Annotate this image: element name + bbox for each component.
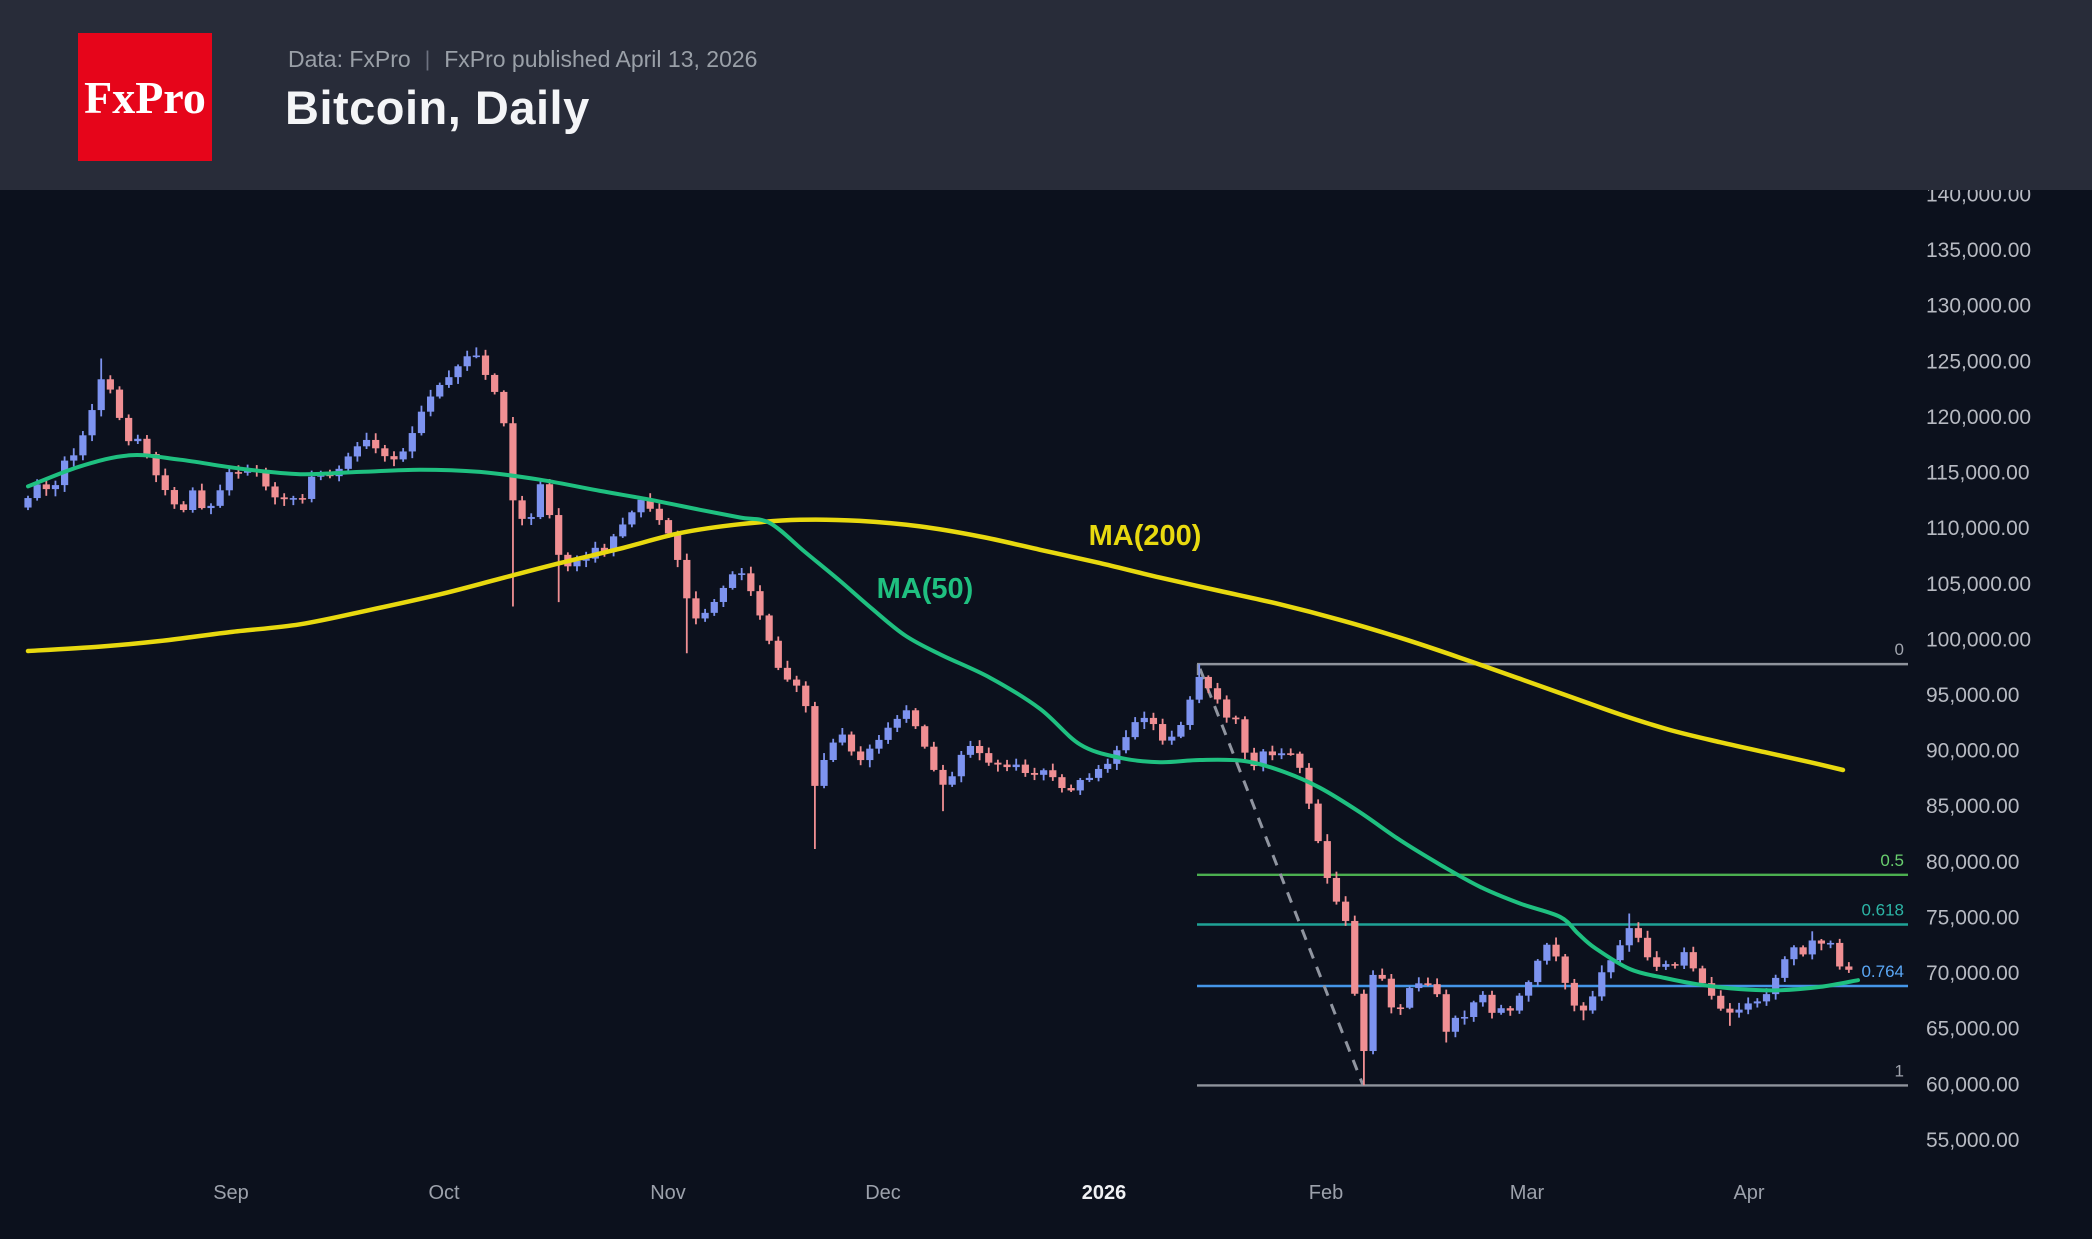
fib-label: 1 <box>1895 1061 1904 1080</box>
y-axis-label: 85,000.00 <box>1926 795 2019 818</box>
y-axis-label: 65,000.00 <box>1926 1018 2019 1041</box>
candles <box>24 347 1853 1086</box>
x-axis-label: Feb <box>1309 1182 1343 1204</box>
trendline-dashed <box>1198 668 1365 1086</box>
y-axis-label: 120,000.00 <box>1926 406 2031 429</box>
fibonacci-levels <box>1196 662 1908 1087</box>
y-axis-label: 90,000.00 <box>1926 740 2019 763</box>
x-axis-label: 2026 <box>1082 1182 1127 1204</box>
y-axis-label: 105,000.00 <box>1926 573 2031 596</box>
ma-label: MA(50) <box>877 573 974 605</box>
y-axis-label: 60,000.00 <box>1926 1073 2019 1096</box>
x-axis-label: Apr <box>1733 1182 1764 1204</box>
ma-line-ma200: MA(200) <box>25 517 1846 773</box>
fxpro-logo-text: FxPro <box>84 71 206 123</box>
y-axis-label: 130,000.00 <box>1926 295 2031 318</box>
y-axis-label: 135,000.00 <box>1926 239 2031 262</box>
y-axis-label: 95,000.00 <box>1926 684 2019 707</box>
ma-label: MA(200) <box>1089 520 1202 552</box>
published-label: FxPro published April 13, 2026 <box>444 46 758 72</box>
y-axis-label: 100,000.00 <box>1926 628 2031 651</box>
price-chart[interactable]: MA(200) MA(50) 0 0.5 0.618 0.764 1 140,000.00 13… <box>0 184 2092 1234</box>
fib-label: 0 <box>1895 640 1904 659</box>
y-axis-label: 75,000.00 <box>1926 906 2019 929</box>
fib-label: 0.618 <box>1861 901 1904 920</box>
x-axis-label: Sep <box>213 1182 249 1204</box>
header-bar: FxPro Data: FxPro | FxPro published Apri… <box>0 0 2092 190</box>
y-axis-label: 80,000.00 <box>1926 851 2019 874</box>
y-axis-label: 125,000.00 <box>1926 350 2031 373</box>
data-source-label: Data: FxPro <box>288 46 411 72</box>
x-axis-label: Mar <box>1510 1182 1545 1204</box>
meta-separator: | <box>424 47 431 71</box>
chart-meta: Data: FxPro | FxPro published April 13, … <box>288 46 757 73</box>
y-axis-labels: 140,000.00 135,000.00 130,000.00 125,000.00… <box>1926 184 2031 1152</box>
fibonacci-labels: 0 0.5 0.618 0.764 1 <box>1861 640 1904 1080</box>
x-axis-labels: Sep Oct Nov Dec 2026 Feb Mar Apr <box>213 1182 1765 1204</box>
x-axis-label: Dec <box>865 1182 901 1204</box>
y-axis-label: 140,000.00 <box>1926 190 2031 207</box>
x-axis-label: Nov <box>650 1182 686 1204</box>
y-axis-label: 55,000.00 <box>1926 1129 2019 1152</box>
fxpro-logo: FxPro <box>78 33 212 161</box>
ma-line-ma50: MA(50) <box>26 453 1860 993</box>
x-axis-label: Oct <box>428 1182 460 1204</box>
fib-label: 0.764 <box>1861 962 1904 981</box>
fib-label: 0.5 <box>1880 851 1904 870</box>
y-axis-label: 115,000.00 <box>1926 462 2030 485</box>
trendline <box>1198 668 1365 1086</box>
y-axis-label: 70,000.00 <box>1926 962 2019 985</box>
chart-title: Bitcoin, Daily <box>285 81 590 134</box>
y-axis-label: 110,000.00 <box>1926 517 2030 540</box>
